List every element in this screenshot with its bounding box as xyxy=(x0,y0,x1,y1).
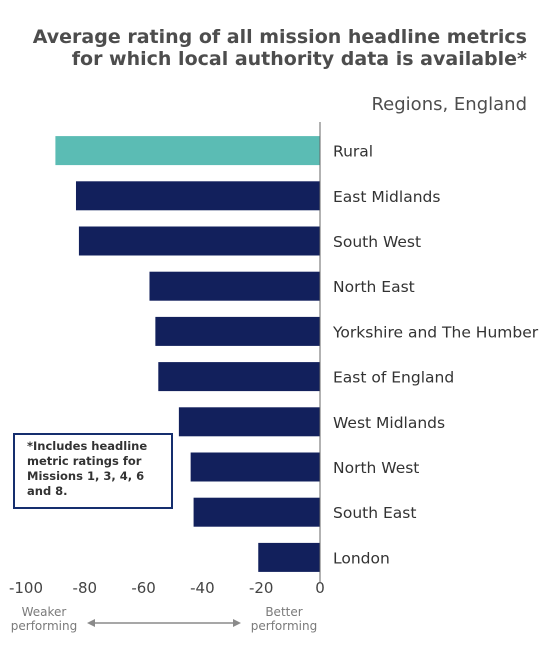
arrow-head-left xyxy=(87,619,95,627)
category-label: London xyxy=(333,549,390,567)
bar-east-midlands xyxy=(75,181,320,211)
better-performing-label: Better performing xyxy=(250,605,318,633)
category-label: East of England xyxy=(333,369,454,387)
direction-arrow xyxy=(87,619,241,627)
chart-subtitle: Regions, England xyxy=(371,94,527,115)
bar-south-west xyxy=(78,226,320,256)
category-label: Yorkshire and The Humber xyxy=(332,323,539,341)
bar-north-east xyxy=(149,271,320,301)
bar-rural xyxy=(55,136,321,166)
category-label: South East xyxy=(333,504,416,522)
category-label: North East xyxy=(333,278,415,296)
x-tick-label: -60 xyxy=(131,579,156,597)
bar-north-west xyxy=(190,452,320,482)
x-tick-label: 0 xyxy=(315,579,325,597)
x-tick-label: -40 xyxy=(190,579,215,597)
chart-title: Average rating of all mission headline m… xyxy=(32,26,527,70)
category-label: Rural xyxy=(333,143,373,161)
category-label: North West xyxy=(333,459,419,477)
footnote-box: *Includes headline metric ratings for Mi… xyxy=(13,433,173,509)
weaker-performing-label: Weaker performing xyxy=(10,605,78,633)
category-label: South West xyxy=(333,233,421,251)
bars-group xyxy=(55,136,321,572)
bar-london xyxy=(258,542,320,572)
bar-west-midlands xyxy=(178,407,320,437)
category-label: West Midlands xyxy=(333,414,445,432)
x-tick-label: -80 xyxy=(73,579,98,597)
category-label: East Midlands xyxy=(333,188,440,206)
arrow-head-right xyxy=(233,619,241,627)
x-tick-label: -20 xyxy=(249,579,274,597)
bar-yorkshire-and-the-humber xyxy=(155,316,320,346)
bar-south-east xyxy=(193,497,320,527)
x-tick-label: -100 xyxy=(9,579,43,597)
category-labels-group: Rural East Midlands South West North East Yo… xyxy=(332,143,539,568)
x-axis: -100 -80 -60 -40 -20 0 xyxy=(9,122,325,597)
bar-east-of-england xyxy=(158,362,320,392)
